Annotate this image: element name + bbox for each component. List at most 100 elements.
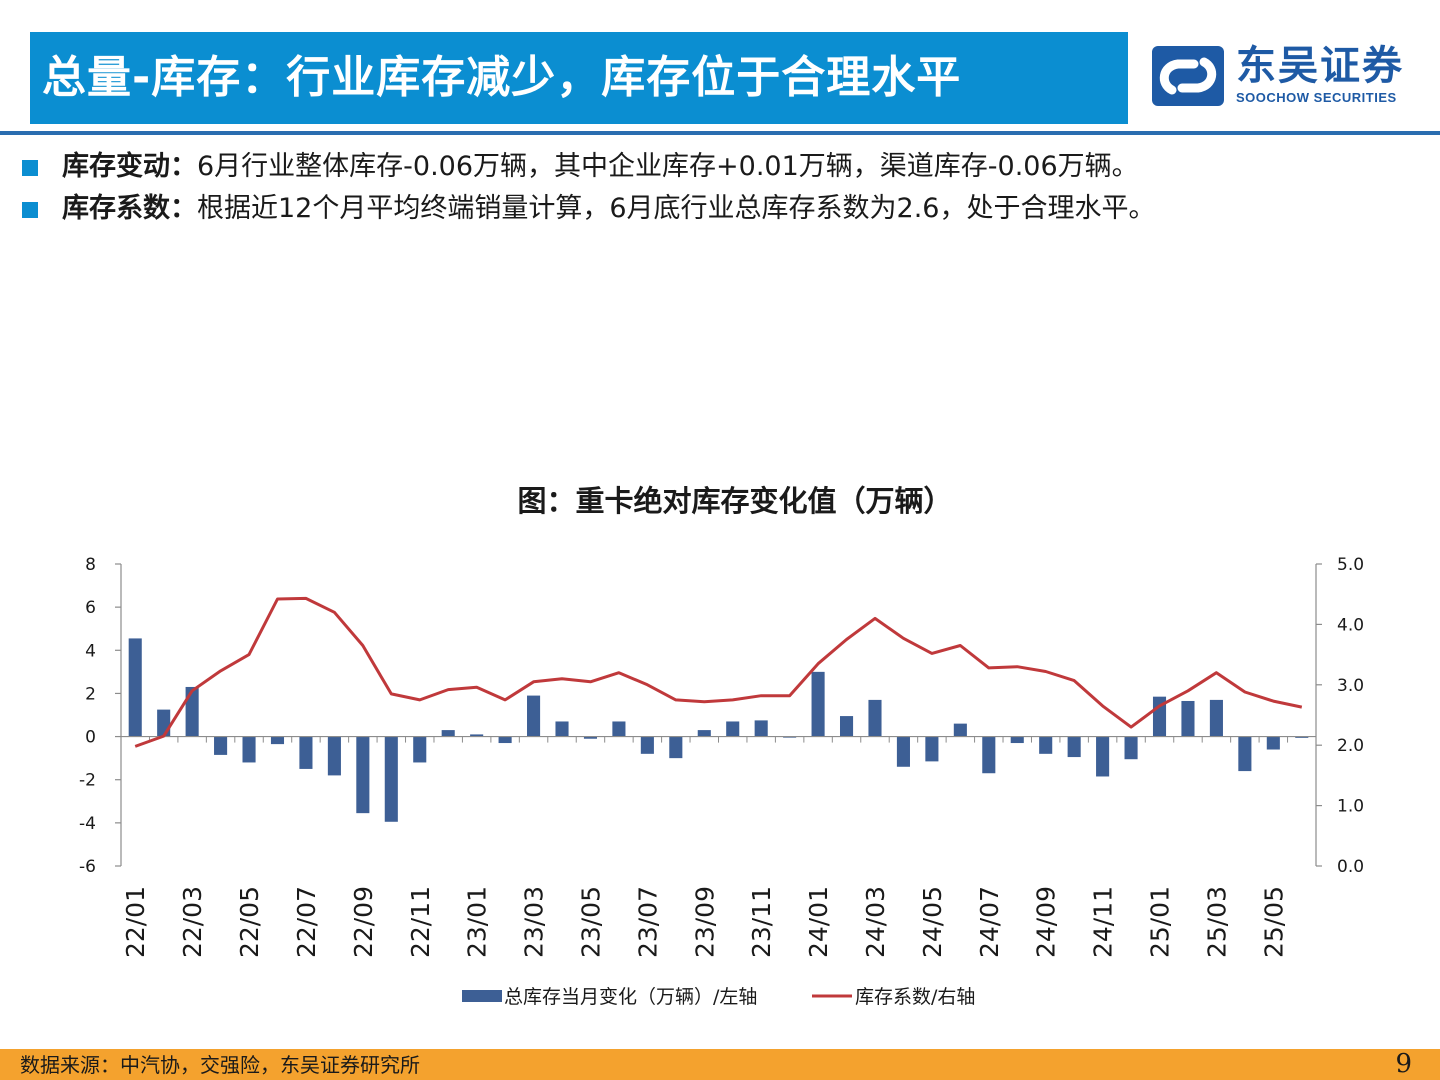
header-divider	[0, 131, 1440, 135]
x-tick-label: 23/09	[690, 886, 719, 958]
soochow-logo-icon	[1152, 46, 1224, 106]
data-source: 数据来源：中汽协，交强险，东吴证券研究所	[20, 1053, 420, 1077]
bar	[953, 723, 967, 737]
x-tick-label: 25/03	[1202, 886, 1231, 958]
bar	[498, 736, 512, 744]
title-bar	[30, 32, 1128, 124]
bar	[299, 736, 313, 769]
right-axis-tick-label: 5.0	[1337, 555, 1364, 575]
bar	[754, 720, 768, 737]
bar	[726, 721, 740, 737]
bar	[128, 638, 142, 737]
x-tick-label: 24/11	[1089, 886, 1118, 958]
logo-chinese-name: 东吴证券	[1236, 43, 1404, 89]
bar	[157, 709, 171, 737]
x-tick-label: 24/03	[861, 886, 890, 958]
bar	[583, 736, 598, 739]
left-axis-tick-label: -4	[79, 814, 96, 834]
bar	[555, 721, 569, 737]
bar	[1010, 736, 1024, 744]
bar	[327, 736, 341, 776]
x-tick-label: 24/07	[975, 886, 1004, 958]
inventory-ratio-line	[134, 596, 1303, 748]
bullet-text: 根据近12个月平均终端销量计算，6月底行业总库存系数为2.6，处于合理水平。	[197, 193, 1156, 224]
inventory-chart: -6 -4 -2 0 2 4 6 8 0.0 1.0 2.0 3.0 4.0 5.0 22/01 22/03 2…	[79, 555, 1364, 1008]
legend-line-label: 库存系数/右轴	[855, 986, 975, 1008]
bar	[1295, 736, 1309, 738]
bullet-label: 库存变动：	[62, 151, 197, 182]
left-axis-tick-label: 8	[85, 555, 96, 575]
x-tick-label: 24/01	[804, 886, 833, 958]
x-tick-label: 23/07	[633, 886, 662, 958]
bullet-square-icon	[22, 160, 38, 176]
page-title: 总量-库存：行业库存减少，库存位于合理水平	[42, 52, 962, 103]
bullet-inventory-ratio: 库存系数：根据近12个月平均终端销量计算，6月底行业总库存系数为2.6，处于合理…	[18, 188, 1428, 230]
bar	[384, 736, 398, 822]
x-tick-label: 24/05	[918, 886, 947, 958]
x-tick-label: 22/05	[235, 886, 264, 958]
bar	[839, 716, 854, 737]
left-axis-tick-label: 6	[85, 598, 96, 618]
chart-title: 图：重卡绝对库存变化值（万辆）	[517, 484, 953, 518]
bar	[214, 736, 228, 755]
bar	[1096, 736, 1110, 777]
bar	[527, 695, 541, 737]
bar	[1238, 736, 1252, 772]
left-axis-tick-label: 0	[85, 728, 96, 748]
x-tick-label: 23/01	[463, 886, 492, 958]
x-tick-label: 22/09	[349, 886, 378, 958]
bar	[413, 736, 427, 763]
bar	[441, 730, 455, 737]
x-tick-label: 23/03	[520, 886, 549, 958]
right-axis-tick-label: 3.0	[1337, 676, 1364, 696]
bullet-text: 6月行业整体库存-0.06万辆，其中企业库存+0.01万辆，渠道库存-0.06万…	[197, 151, 1139, 182]
logo-english-name: SOOCHOW SECURITIES	[1236, 90, 1397, 105]
bar	[356, 736, 370, 814]
bar	[612, 721, 626, 737]
right-axis-tick-label: 1.0	[1337, 797, 1364, 817]
x-tick-label: 24/09	[1032, 886, 1061, 958]
x-tick-label: 23/05	[576, 886, 605, 958]
bar	[982, 736, 996, 774]
right-axis-tick-label: 2.0	[1337, 736, 1364, 756]
bar	[896, 736, 910, 767]
x-tick-label: 25/01	[1146, 886, 1175, 958]
bar	[470, 734, 484, 737]
bullet-label: 库存系数：	[62, 193, 197, 224]
bar	[1266, 736, 1280, 750]
right-axis-tick-label: 0.0	[1337, 857, 1364, 877]
x-tick-label: 22/07	[292, 886, 321, 958]
left-axis-tick-label: 2	[85, 684, 96, 704]
bar	[640, 736, 654, 754]
left-axis-tick-label: 4	[85, 641, 96, 661]
footer-bar	[0, 1049, 1440, 1080]
bar	[669, 736, 683, 759]
right-axis-tick-label: 4.0	[1337, 615, 1364, 635]
bar	[697, 730, 711, 737]
page-number: 9	[1395, 1049, 1412, 1079]
bar	[868, 699, 882, 737]
x-tick-label: 25/05	[1259, 886, 1288, 958]
company-logo: 东吴证券 SOOCHOW SECURITIES	[1148, 38, 1418, 118]
x-tick-label: 22/01	[121, 886, 150, 958]
bar	[185, 686, 199, 737]
bar	[242, 736, 256, 763]
x-tick-label: 22/11	[406, 886, 435, 958]
bullet-square-icon	[22, 202, 38, 218]
x-tick-label: 22/03	[178, 886, 207, 958]
bar	[811, 671, 825, 737]
bullet-inventory-change: 库存变动：6月行业整体库存-0.06万辆，其中企业库存+0.01万辆，渠道库存-…	[18, 146, 1428, 188]
bar	[1124, 736, 1138, 760]
legend-bar-label: 总库存当月变化（万辆）/左轴	[504, 986, 757, 1008]
legend-bar-swatch	[462, 990, 502, 1002]
bar	[925, 736, 939, 762]
bar	[1209, 699, 1223, 737]
bar	[1181, 700, 1195, 737]
bar	[270, 736, 285, 745]
left-axis-tick-label: -6	[79, 857, 96, 877]
bar	[1067, 736, 1081, 758]
left-axis-tick-label: -2	[79, 771, 96, 791]
bar	[1039, 736, 1053, 754]
x-tick-label: 23/11	[747, 886, 776, 958]
bullet-list: 库存变动：6月行业整体库存-0.06万辆，其中企业库存+0.01万辆，渠道库存-…	[18, 146, 1428, 230]
